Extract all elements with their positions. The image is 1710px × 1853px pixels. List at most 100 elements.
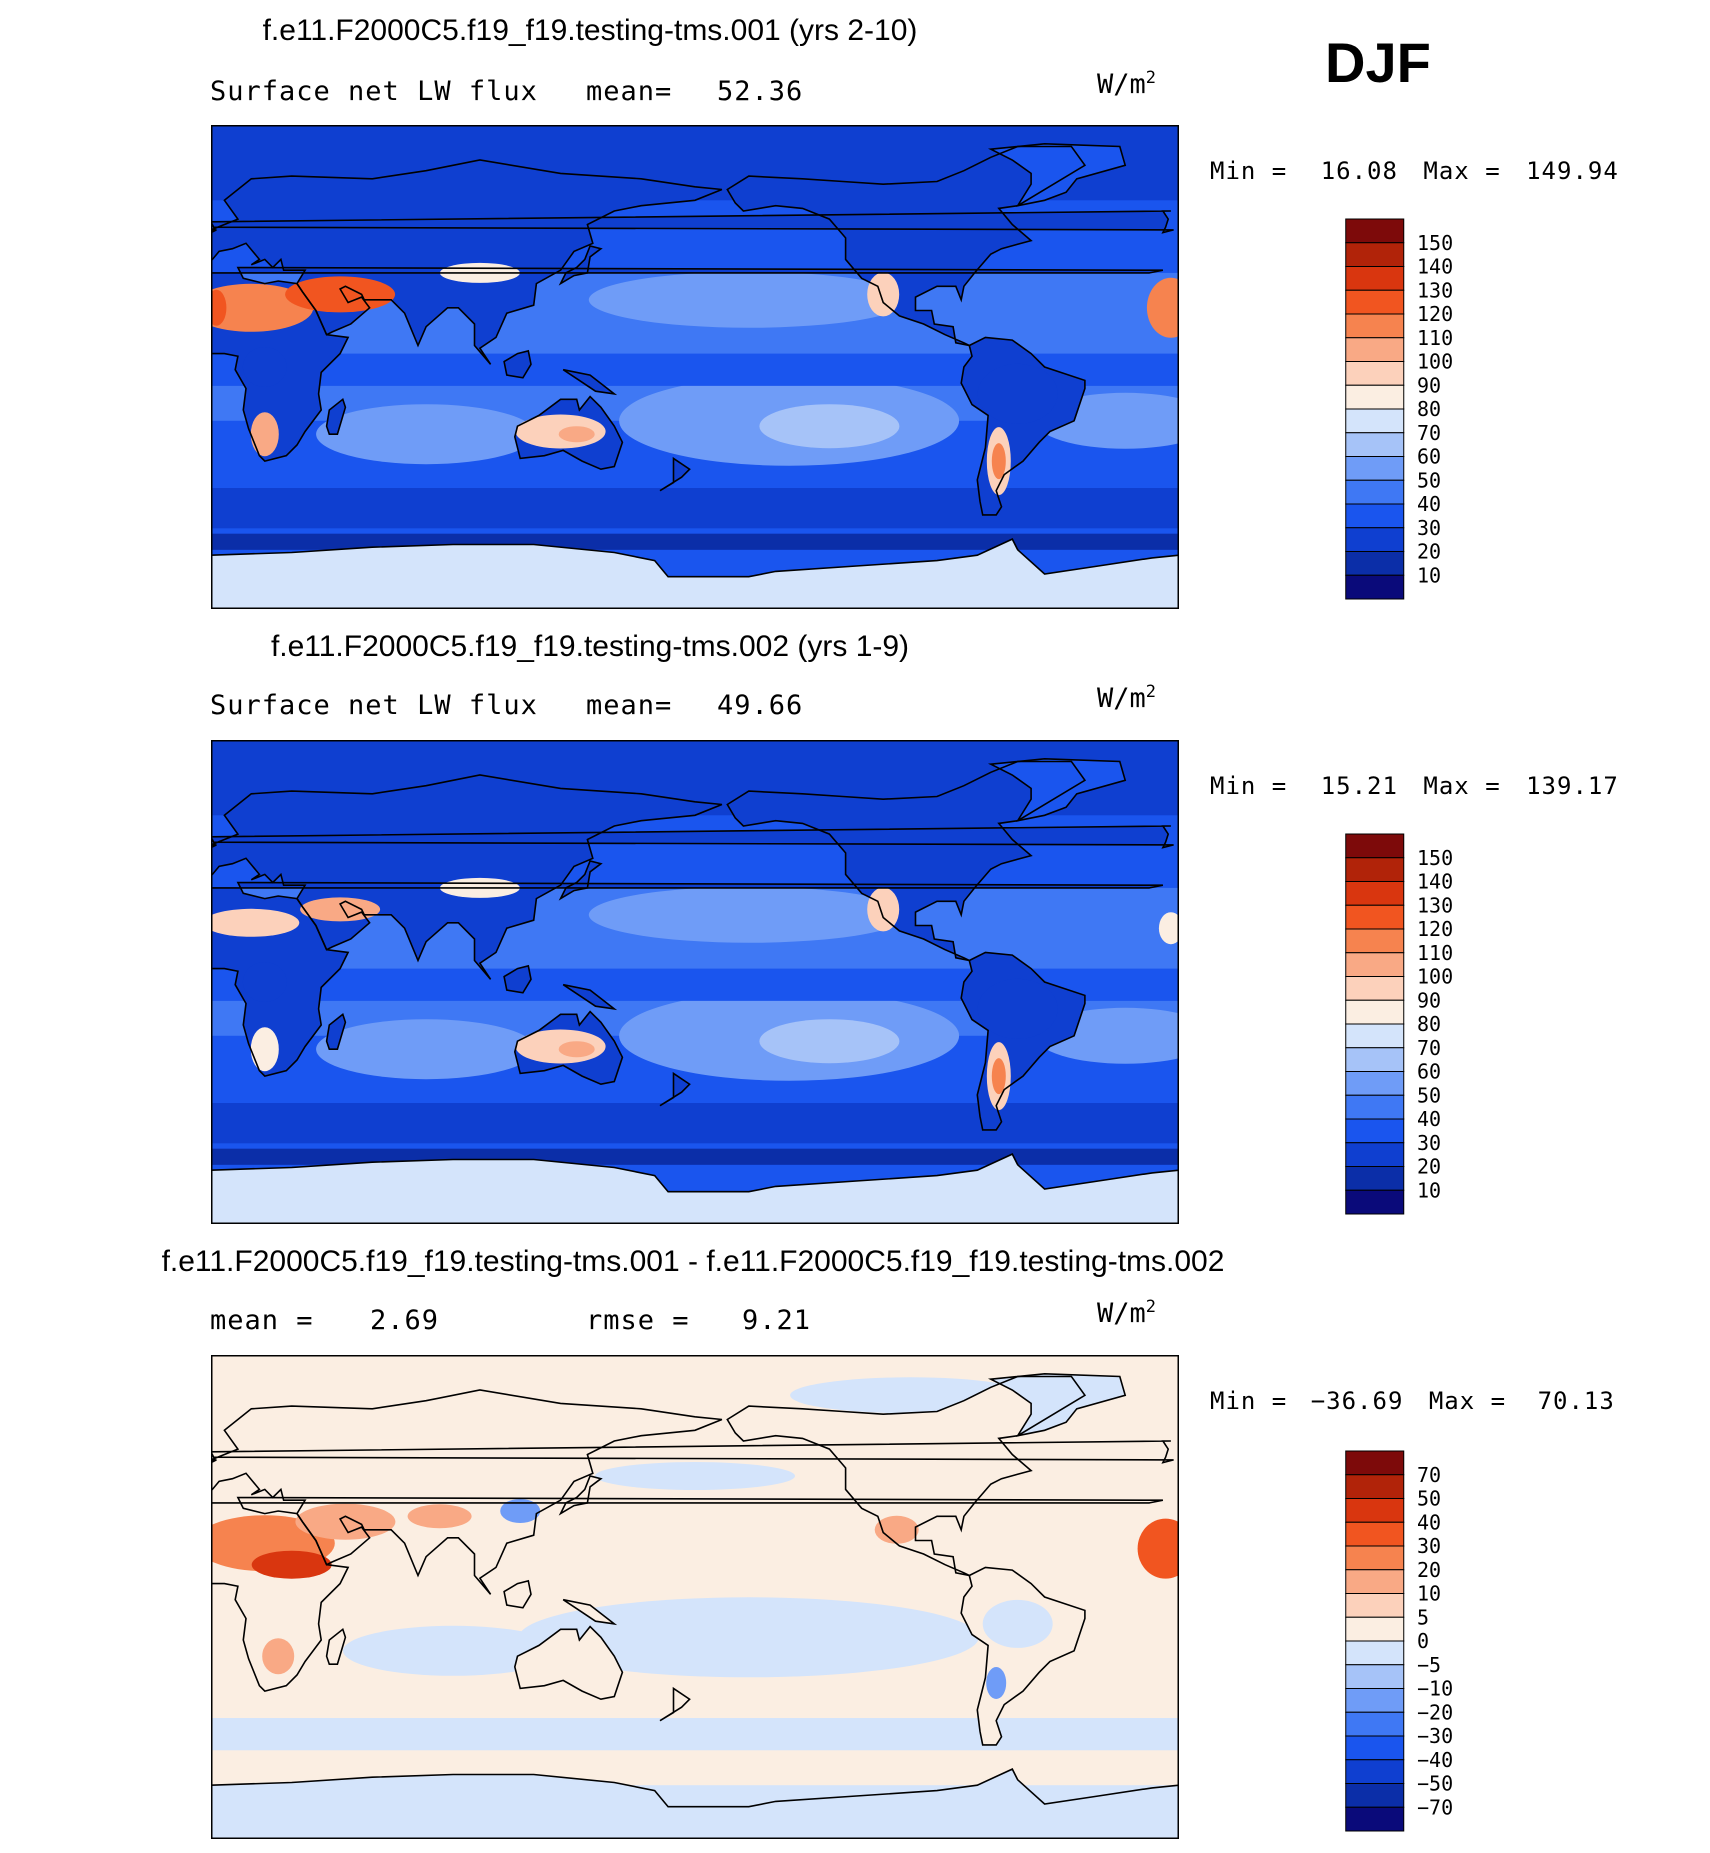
colorbar-box [1345,1545,1405,1571]
colorbar-box [1345,503,1405,529]
coastline-antarctica [211,538,1179,609]
colorbar-box [1345,928,1405,954]
colorbar-box [1345,1688,1405,1713]
colorbar-box [1345,218,1405,244]
coastline-uk [211,825,1174,849]
north-pacific-high [588,886,909,943]
colorbar-box [1345,242,1405,267]
amazon-dark [977,978,1058,1039]
colorbar-tick-label: 140 [1417,870,1453,894]
colorbar-box [1345,432,1405,457]
colorbar-box [1345,1094,1405,1120]
panel1-min-label: Min = [1210,157,1288,185]
diff-southern-band [211,1718,1179,1751]
colorbar-tick-label: 20 [1417,1558,1441,1582]
colorbar-box [1345,1806,1405,1832]
argentina-core [991,443,1006,480]
coastline-uk [211,210,1174,234]
colorbar-tick-label: 130 [1417,278,1453,302]
coastline-madagascar [325,397,347,436]
colorbar-tick-label: 110 [1417,326,1453,350]
coastline-borneo [503,349,532,379]
colorbar-tick-label: 80 [1417,1012,1441,1036]
colorbar-tick-label: 0 [1417,1629,1429,1653]
indian-ocean-high [316,1019,537,1080]
colorbar-tick-label: −70 [1417,1795,1453,1819]
panel3-max-label: Max = [1428,1387,1507,1415]
colorbar-box [1345,1711,1405,1737]
coastline-newguinea [562,983,618,1011]
map-frame [211,740,1179,1224]
coastline-greenland [987,1372,1127,1437]
coastline-northamerica [726,760,1087,962]
west-sahara-edge [1158,912,1179,945]
panel3-rmse-label: rmse = [586,1305,690,1336]
mexico-plume [867,272,900,317]
coastline-greenland [987,142,1127,207]
panel1-mean-label: mean= [586,76,673,107]
panel1-minmax: Min = 16.08 Max = 149.94 [1210,157,1619,185]
land-greenland [990,1373,1126,1436]
coastline-japan [558,860,603,901]
land-newguinea [563,1599,615,1624]
panel3-title: f.e11.F2000C5.f19_f19.testing-tms.001 - … [161,1245,1225,1278]
panel3-max-value: 70.13 [1537,1387,1615,1415]
colorbar-box [1345,1071,1405,1096]
land-madagascar [326,1014,346,1050]
argentina-core [991,1058,1006,1095]
colorbar-tick-label: 50 [1417,1487,1441,1511]
colorbar-box [1345,479,1405,505]
colorbar-box [1345,1616,1405,1642]
panel2-map [211,740,1179,1224]
coastline-southamerica [960,1566,1086,1746]
colorbar-box [1345,857,1405,882]
colorbar-box [1345,266,1405,291]
coastline-antarctica [211,1153,1179,1224]
land-newzealand [660,1073,690,1106]
colorbar-box [1345,1640,1405,1666]
diff-arabia-positive [295,1503,396,1540]
land-newguinea [563,369,615,394]
colorbar-box [1345,976,1405,1001]
diff-himalaya-positive [407,1504,472,1529]
diff-china-negative [500,1499,541,1523]
coastline-madagascar [325,1012,347,1051]
land-greenland [990,143,1126,206]
sahara-hotspot [211,908,300,937]
colorbar-tick-label: 10 [1417,1582,1441,1606]
panel1-min-value: 16.08 [1320,157,1398,185]
coastline-africa [211,266,1164,462]
panel3-units: W/m2 [1097,1297,1157,1329]
colorbar-box [1345,1118,1405,1144]
panel2-minmax: Min = 15.21 Max = 139.17 [1210,772,1619,800]
panel3-mean-value: 2.69 [370,1305,440,1336]
colorbar-tick-label: 60 [1417,1060,1441,1084]
colorbar-tick-label: 30 [1417,516,1441,540]
colorbar-tick-label: 100 [1417,965,1453,989]
coastline-greenland [987,757,1127,822]
map-frame [211,1355,1179,1839]
panel1-max-value: 149.94 [1526,157,1619,185]
land-madagascar [326,399,346,435]
land-eurasia [211,775,722,980]
mexico-plume [867,887,900,932]
land-eurasia [211,1390,722,1595]
colorbar-tick-label: 150 [1417,846,1453,870]
panel1-map [211,125,1179,609]
panel3-min-value: −36.69 [1310,1387,1404,1415]
arabia-hotspot [285,276,396,313]
colorbar-box [1345,1783,1405,1808]
colorbar-tick-label: 130 [1417,893,1453,917]
colorbar-box [1345,904,1405,930]
coastline-japan [558,245,603,286]
coastline-eurasia [211,1389,723,1595]
panel3-rmse-value: 9.21 [742,1305,812,1336]
coastline-northamerica [726,145,1087,347]
coastline-madagascar [325,1627,347,1666]
coastline-borneo [503,1579,532,1609]
colorbar-tick-label: 30 [1417,1131,1441,1155]
southern-storm-track [211,488,1179,529]
colorbar-box [1345,1142,1405,1167]
